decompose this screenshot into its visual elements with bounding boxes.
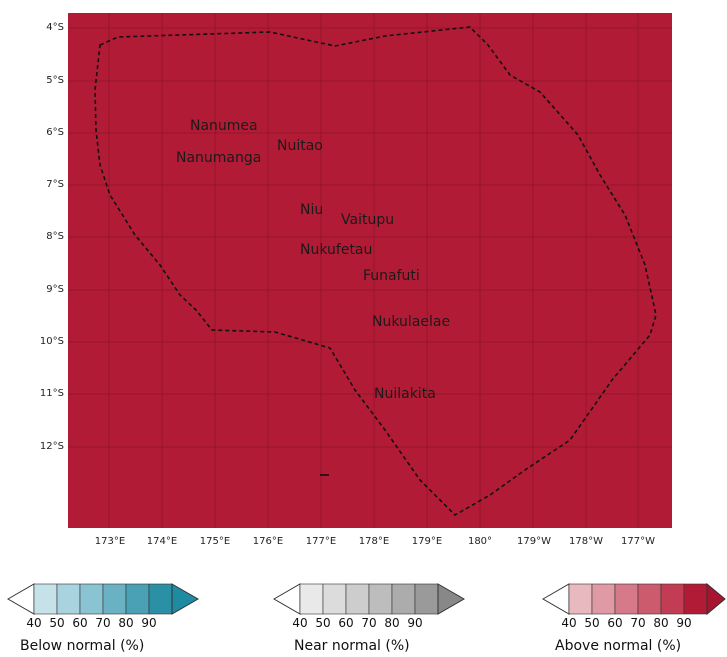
colorbar-ticks: 40 50 60 70 80 90 [272,616,472,630]
island-label-nuitao: Nuitao [277,138,323,154]
colorbar-near-normal [272,583,466,615]
map-canvas [68,13,672,528]
colorbar-cell [591,583,616,615]
lat-label-8s: 8°S [46,231,64,242]
colorbar-cell [322,583,347,615]
lat-label-4s: 4°S [46,22,64,33]
lon-label-176e: 176°E [252,536,284,547]
colorbar-cell [637,583,662,615]
island-label-vaitupu: Vaitupu [341,212,395,228]
colorbar-ticks: 40 50 60 70 80 90 [541,616,727,630]
legend-title: Above normal (%) [555,638,682,654]
colorbar-cell [368,583,393,615]
lon-label-173e: 173°E [94,536,126,547]
lon-label-175e: 175°E [199,536,231,547]
tick-label: 50 [49,616,65,630]
island-label-nuilakita: Nuilakita [374,386,436,402]
colorbar-cell [568,583,593,615]
lat-label-11s: 11°S [39,388,64,399]
colorbar-extend-high [706,582,726,616]
tick-label: 80 [118,616,134,630]
lat-label-6s: 6°S [46,127,64,138]
legend-title: Near normal (%) [294,638,410,654]
tick-label: 90 [141,616,157,630]
tick-label: 70 [630,616,646,630]
lat-label-5s: 5°S [46,75,64,86]
lat-label-7s: 7°S [46,179,64,190]
colorbar-cell [345,583,370,615]
lat-label-9s: 9°S [46,284,64,295]
colorbar-cell [125,583,150,615]
lon-label-174e: 174°E [146,536,178,547]
colorbar-cell [683,583,708,615]
lon-label-179w: 179°W [517,536,551,547]
tick-label: 80 [384,616,400,630]
legend-below-normal: 40 50 60 70 80 90 Below normal (%) [6,582,206,654]
legend-near-normal: 40 50 60 70 80 90 Near normal (%) [272,582,472,654]
tick-label: 50 [315,616,331,630]
colorbar-cell [102,583,127,615]
colorbar-above-normal [541,582,726,616]
tick-label: 40 [26,616,42,630]
island-label-nukufetau: Nukufetau [300,242,373,258]
lon-label-177w: 177°W [621,536,655,547]
map-background [68,13,672,528]
colorbar-cell [299,583,324,615]
lon-label-179e: 179°E [411,536,443,547]
grid-lines [68,13,672,528]
tick-label: 90 [407,616,423,630]
lon-label-180: 180° [467,536,493,547]
tick-label: 40 [561,616,577,630]
island-label-nanumea: Nanumea [190,118,258,134]
colorbar-extend-low [6,583,35,615]
lat-label-12s: 12°S [39,441,64,452]
tick-label: 80 [653,616,669,630]
island-label-funafuti: Funafuti [363,268,420,284]
lon-label-177e: 177°E [305,536,337,547]
colorbar-below-normal [6,583,200,615]
colorbar-ticks: 40 50 60 70 80 90 [6,616,206,630]
tick-label: 50 [584,616,600,630]
colorbar-cell [79,583,104,615]
tick-label: 60 [72,616,88,630]
tick-label: 70 [95,616,111,630]
lat-label-10s: 10°S [39,336,64,347]
colorbar-extend-high [171,583,200,615]
colorbar-cell [660,583,685,615]
colorbar-cell [33,583,58,615]
colorbar-extend-high [437,583,466,615]
legend-title: Below normal (%) [20,638,145,654]
lon-label-178e: 178°E [358,536,390,547]
colorbar-cell [614,583,639,615]
lon-label-178w: 178°W [569,536,603,547]
tick-label: 90 [676,616,692,630]
island-label-niu: Niu [300,202,324,218]
colorbar-cell [56,583,81,615]
colorbar-cell [148,583,173,615]
eez-boundary [94,26,657,516]
tick-label: 40 [292,616,308,630]
colorbar-extend-low [541,583,570,615]
colorbar-cell [414,583,439,615]
island-label-nanumanga: Nanumanga [176,150,262,166]
colorbar-extend-low [272,583,301,615]
colorbar-cell [391,583,416,615]
tick-label: 70 [361,616,377,630]
legend-above-normal: 40 50 60 70 80 90 Above normal (%) [541,582,727,654]
tick-label: 60 [338,616,354,630]
island-label-nukulaelae: Nukulaelae [372,314,451,330]
tick-label: 60 [607,616,623,630]
